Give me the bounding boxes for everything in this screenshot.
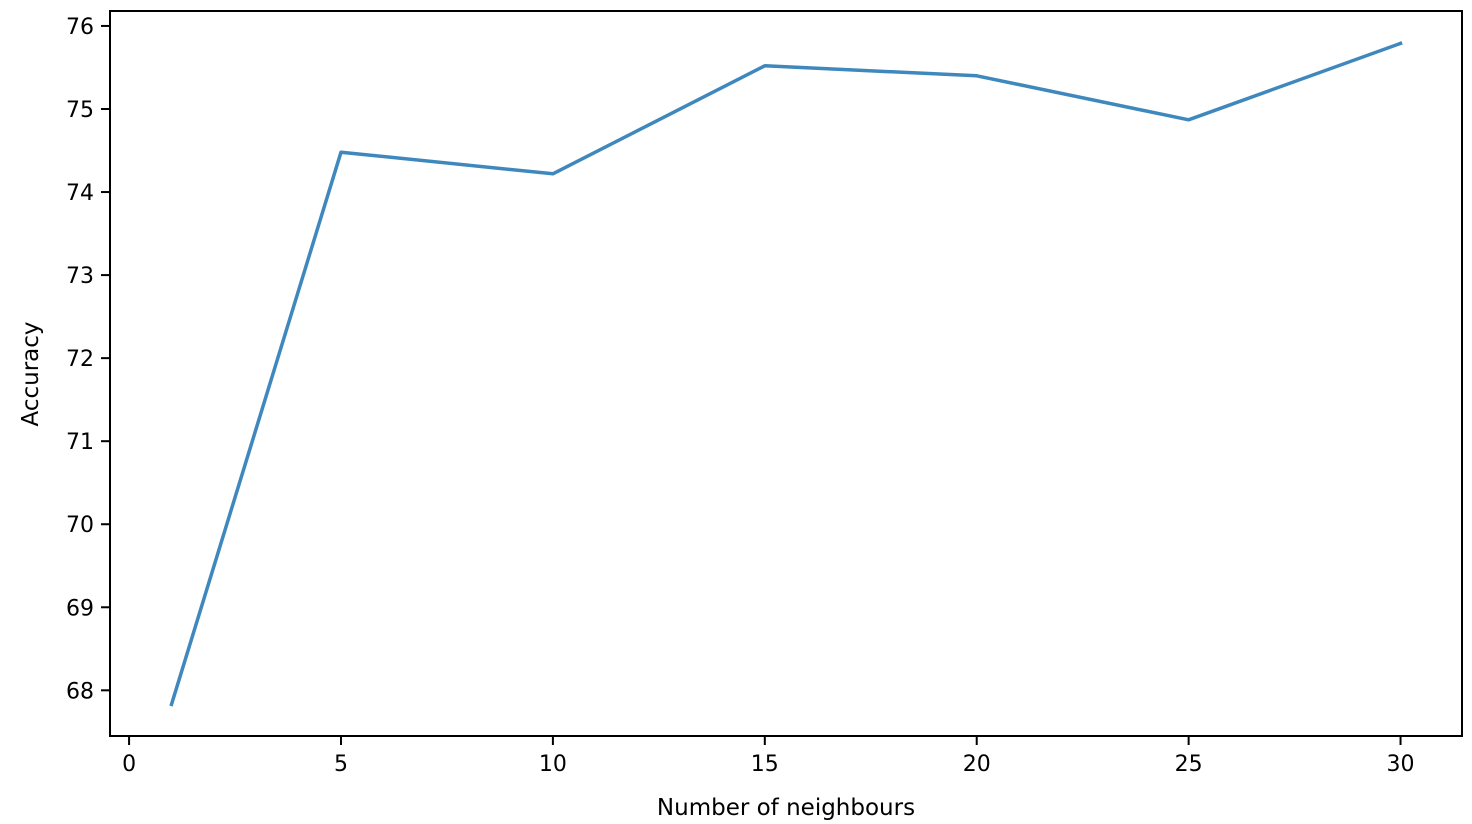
x-tick-label: 5 [334, 752, 348, 777]
x-tick-label: 20 [963, 752, 991, 777]
x-tick-label: 25 [1175, 752, 1203, 777]
y-axis-label: Accuracy [18, 321, 44, 426]
y-tick-label: 74 [66, 181, 94, 206]
y-tick-label: 70 [66, 513, 94, 538]
y-tick-label: 69 [66, 596, 94, 621]
plot-area [110, 11, 1462, 736]
x-tick-label: 15 [751, 752, 779, 777]
y-tick-label: 71 [66, 430, 94, 455]
x-tick-label: 10 [539, 752, 567, 777]
y-tick-label: 68 [66, 679, 94, 704]
axes-frame [109, 10, 1463, 737]
x-tick-label: 0 [122, 752, 136, 777]
y-tick-label: 72 [66, 347, 94, 372]
y-tick-label: 76 [66, 15, 94, 40]
y-axis-ticks: 68 69 70 71 72 73 74 75 76 [66, 15, 110, 704]
x-tick-label: 30 [1387, 752, 1415, 777]
series-line [169, 41, 1403, 707]
x-axis-label: Number of neighbours [657, 795, 915, 821]
y-tick-label: 73 [66, 264, 94, 289]
y-tick-label: 75 [66, 98, 94, 123]
x-axis-ticks: 0 5 10 15 20 25 30 [122, 736, 1415, 777]
